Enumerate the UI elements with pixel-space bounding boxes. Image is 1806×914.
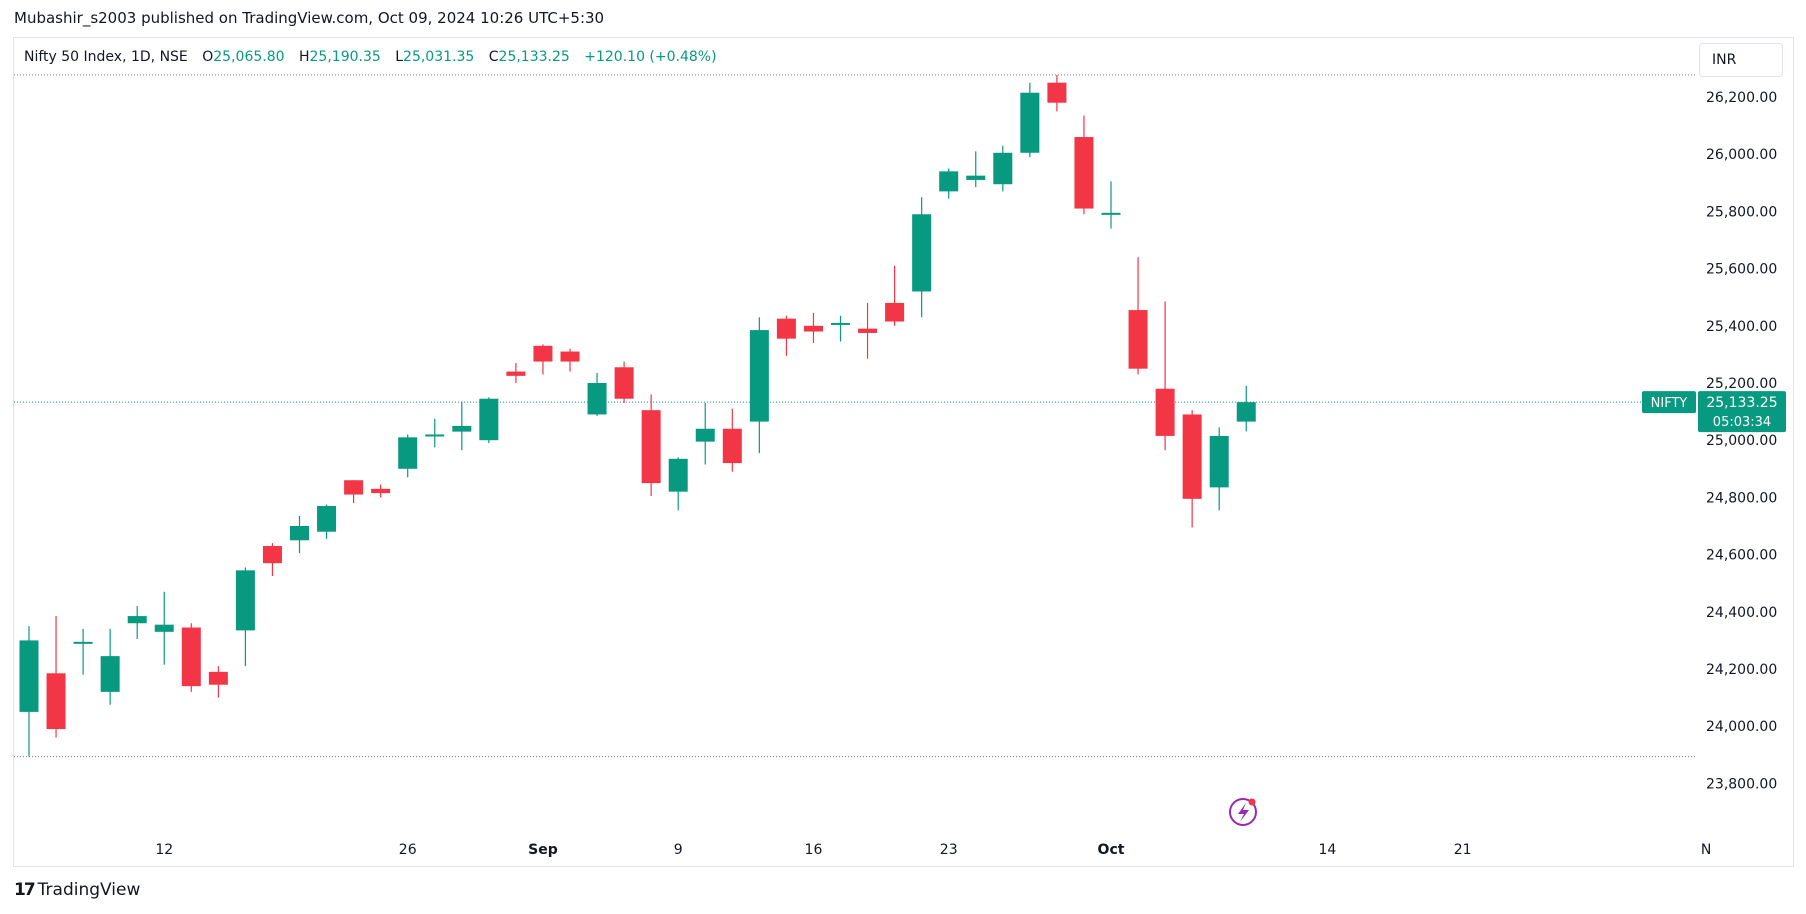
candle-body-down[interactable] xyxy=(885,302,905,322)
candle-body-down[interactable] xyxy=(208,671,228,685)
candle-body-up[interactable] xyxy=(452,425,472,432)
y-tick-label: 25,800.00 xyxy=(1706,204,1777,220)
candle-body-up[interactable] xyxy=(749,330,769,422)
candle-body-up[interactable] xyxy=(668,458,688,492)
currency-button[interactable]: INR xyxy=(1699,43,1783,77)
y-tick-label: 25,000.00 xyxy=(1706,433,1777,449)
y-tick-label: 24,800.00 xyxy=(1706,490,1777,506)
x-tick-label: 21 xyxy=(1454,842,1472,858)
candle-body-down[interactable] xyxy=(641,410,661,484)
notification-dot-icon xyxy=(1248,798,1256,806)
symbol-tag-label: NIFTY xyxy=(1651,396,1688,411)
publisher-line: Mubashir_s2003 published on TradingView.… xyxy=(14,9,605,27)
candle-body-up[interactable] xyxy=(1101,212,1121,215)
candle-body-down[interactable] xyxy=(560,351,580,362)
candle-body-down[interactable] xyxy=(858,328,878,333)
y-tick-label: 26,000.00 xyxy=(1706,147,1777,163)
candle-body-up[interactable] xyxy=(587,383,607,415)
candle-body-up[interactable] xyxy=(398,437,418,469)
x-tick-label: 12 xyxy=(155,842,173,858)
x-tick-label: 14 xyxy=(1318,842,1336,858)
y-tick-label: 23,800.00 xyxy=(1706,776,1777,792)
candle-body-down[interactable] xyxy=(344,480,364,495)
x-tick-label: Sep xyxy=(528,842,558,858)
tradingview-logo[interactable]: 17 TradingView xyxy=(14,880,140,900)
candle-body-up[interactable] xyxy=(235,570,255,631)
x-tick-label: 16 xyxy=(805,842,823,858)
legend-low-value: 25,031.35 xyxy=(403,49,475,65)
candle-body-up[interactable] xyxy=(317,505,337,532)
chart-frame xyxy=(13,37,1794,867)
tradingview-mark-icon: 17 xyxy=(14,880,36,900)
legend-open-value: 25,065.80 xyxy=(213,49,285,65)
candle-body-up[interactable] xyxy=(19,640,39,712)
candle-body-down[interactable] xyxy=(371,488,391,494)
candle-body-up[interactable] xyxy=(966,175,986,180)
x-tick-label: Oct xyxy=(1098,842,1125,858)
legend-change: +120.10 (+0.48%) xyxy=(584,49,717,65)
candle-body-up[interactable] xyxy=(831,322,850,325)
candle-body-down[interactable] xyxy=(1128,310,1148,369)
y-tick-label: 24,200.00 xyxy=(1706,662,1777,678)
x-tick-label: 9 xyxy=(674,842,683,858)
candle-body-up[interactable] xyxy=(939,171,959,192)
price-badge-countdown: 05:03:34 xyxy=(1713,415,1771,430)
candle-body-down[interactable] xyxy=(722,428,742,464)
candle-body-down[interactable] xyxy=(533,345,553,362)
lightning-bolt-icon xyxy=(1238,803,1249,822)
y-tick-label: 25,400.00 xyxy=(1706,319,1777,335)
symbol-tag xyxy=(1642,391,1696,414)
candle-body-down[interactable] xyxy=(262,546,282,564)
legend-close-label: C xyxy=(488,49,499,65)
candle-body-up[interactable] xyxy=(154,624,174,632)
candle-body-down[interactable] xyxy=(1047,82,1067,103)
legend-open-label: O xyxy=(202,49,214,65)
candle-body-down[interactable] xyxy=(1074,137,1094,209)
candle-body-down[interactable] xyxy=(181,627,201,687)
x-tick-label: N xyxy=(1701,842,1711,858)
candle-body-down[interactable] xyxy=(506,371,526,376)
candle-body-down[interactable] xyxy=(1182,414,1202,499)
candle-body-up[interactable] xyxy=(73,641,93,644)
candle-body-up[interactable] xyxy=(912,214,932,292)
candle-body-up[interactable] xyxy=(1020,92,1040,153)
candle-body-up[interactable] xyxy=(425,434,445,437)
candle-body-up[interactable] xyxy=(1236,402,1256,422)
candle-body-down[interactable] xyxy=(46,673,66,730)
legend-high-label: H xyxy=(298,49,310,65)
y-tick-label: 26,200.00 xyxy=(1706,90,1777,106)
legend-symbol: Nifty 50 Index, 1D, NSE xyxy=(24,49,188,65)
y-tick-label: 24,600.00 xyxy=(1706,548,1777,564)
candle-body-up[interactable] xyxy=(100,656,120,692)
candle-body-up[interactable] xyxy=(290,526,309,541)
y-tick-label: 25,600.00 xyxy=(1706,262,1777,278)
price-badge-value: 25,133.25 xyxy=(1706,395,1777,411)
tradingview-brand-text: TradingView xyxy=(37,880,141,900)
candle-body-down[interactable] xyxy=(803,325,823,332)
y-tick-label: 25,200.00 xyxy=(1706,376,1777,392)
legend-low-label: L xyxy=(395,49,404,65)
candle-body-up[interactable] xyxy=(993,152,1013,185)
lightning-icon[interactable] xyxy=(1229,798,1257,826)
y-tick-label: 24,400.00 xyxy=(1706,605,1777,621)
candle-body-down[interactable] xyxy=(776,318,796,339)
candle-body-down[interactable] xyxy=(614,367,634,399)
x-tick-label: 23 xyxy=(940,842,958,858)
candle-body-up[interactable] xyxy=(127,616,147,624)
x-tick-label: 26 xyxy=(399,842,417,858)
y-tick-label: 24,000.00 xyxy=(1706,719,1777,735)
ohlc-legend: Nifty 50 Index, 1D, NSE O25,065.80 H25,1… xyxy=(24,49,717,65)
candle-body-up[interactable] xyxy=(479,398,499,441)
price-badge xyxy=(1698,391,1786,433)
legend-close-value: 25,133.25 xyxy=(498,49,570,65)
legend-high-value: 25,190.35 xyxy=(309,49,381,65)
candle-body-up[interactable] xyxy=(1209,435,1229,488)
candle-body-up[interactable] xyxy=(695,428,715,442)
candle-body-down[interactable] xyxy=(1155,388,1175,436)
